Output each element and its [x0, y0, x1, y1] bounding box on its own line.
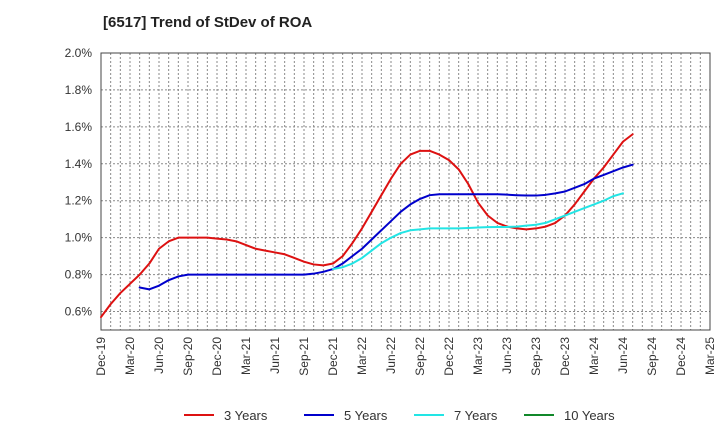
x-tick-label: Dec-24 — [674, 337, 688, 376]
x-tick-label: Sep-20 — [181, 337, 195, 376]
x-tick-label: Jun-22 — [384, 337, 398, 374]
x-tick-label: Dec-23 — [558, 337, 572, 376]
x-tick-label: Mar-22 — [355, 337, 369, 375]
x-tick-label: Dec-19 — [94, 337, 108, 376]
legend-label: 3 Years — [224, 408, 268, 423]
y-tick-label: 0.6% — [65, 305, 93, 319]
y-tick-label: 1.0% — [65, 231, 93, 245]
plot-area-border — [100, 52, 711, 331]
legend-label: 10 Years — [564, 408, 615, 423]
y-tick-label: 1.2% — [65, 194, 93, 208]
y-tick-label: 0.8% — [65, 268, 93, 282]
x-tick-label: Mar-25 — [703, 337, 717, 375]
y-tick-label: 1.4% — [65, 157, 93, 171]
legend-label: 5 Years — [344, 408, 388, 423]
x-tick-label: Sep-23 — [529, 337, 543, 376]
x-tick-label: Dec-20 — [210, 337, 224, 376]
chart-title: [6517] Trend of StDev of ROA — [103, 14, 313, 31]
x-tick-label: Sep-24 — [645, 337, 659, 376]
x-tick-label: Mar-21 — [239, 337, 253, 375]
x-tick-label: Jun-21 — [268, 337, 282, 374]
y-tick-label: 1.6% — [65, 120, 93, 134]
x-tick-label: Mar-24 — [587, 337, 601, 375]
x-tick-label: Jun-20 — [152, 337, 166, 374]
x-tick-label: Sep-22 — [413, 337, 427, 376]
x-tick-label: Jun-24 — [616, 337, 630, 374]
y-tick-label: 1.8% — [65, 83, 93, 97]
x-tick-label: Dec-22 — [442, 337, 456, 376]
x-tick-label: Sep-21 — [297, 337, 311, 376]
y-tick-label: 2.0% — [65, 46, 93, 60]
series-line-2 — [332, 192, 624, 271]
series-line-0 — [100, 133, 634, 319]
x-tick-label: Dec-21 — [326, 337, 340, 376]
x-tick-label: Mar-20 — [123, 337, 137, 375]
x-tick-label: Jun-23 — [500, 337, 514, 374]
legend-label: 7 Years — [454, 408, 498, 423]
x-tick-label: Mar-23 — [471, 337, 485, 375]
series-line-1 — [138, 163, 634, 291]
